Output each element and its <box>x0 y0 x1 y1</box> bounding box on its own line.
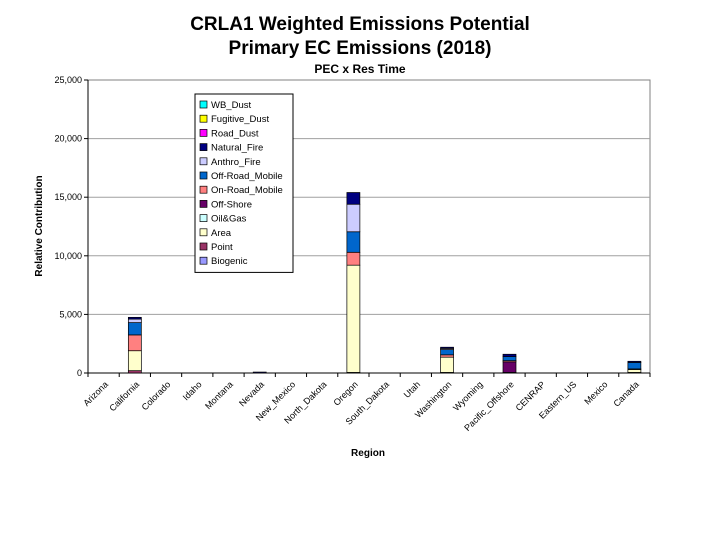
legend-swatch <box>199 171 208 180</box>
bar-segment <box>127 318 142 323</box>
legend-entry: Area <box>211 228 232 239</box>
bar-segment <box>627 369 642 373</box>
y-tick-label: 20,000 <box>54 134 82 144</box>
legend-entry: On-Road_Mobile <box>211 185 283 196</box>
legend-entry: Point <box>211 242 233 253</box>
x-tick-label: Oregon <box>331 379 359 407</box>
legend-swatch <box>199 114 208 123</box>
bar-segment <box>502 353 517 357</box>
bar-segment <box>127 316 142 320</box>
chart-subtitle: Primary EC Emissions (2018) <box>228 38 492 59</box>
chart-title: CRLA1 Weighted Emissions Potential <box>190 14 530 35</box>
legend-swatch <box>199 100 208 109</box>
legend-entry: Fugitive_Dust <box>211 114 269 125</box>
legend-entry: Anthro_Fire <box>211 157 261 168</box>
legend-entry: Off-Road_Mobile <box>211 171 283 182</box>
bar-segment <box>346 231 361 253</box>
bar-segment <box>502 356 517 362</box>
bar-segment <box>440 354 454 358</box>
x-tick-label: Utah <box>402 379 423 400</box>
y-axis-label: Relative Contribution <box>34 175 45 276</box>
x-tick-label: Arizona <box>81 379 110 408</box>
x-tick-label: Canada <box>611 379 640 408</box>
plot-area <box>87 79 651 374</box>
chart-subtitle-secondary: PEC x Res Time <box>314 62 406 76</box>
bar-segment <box>627 362 642 370</box>
bar-segment <box>502 361 517 373</box>
bar-segment <box>127 322 142 336</box>
legend-entry: Road_Dust <box>211 128 259 139</box>
x-tick-label: Idaho <box>181 379 204 402</box>
bar-segment <box>346 192 361 205</box>
bar-segment <box>127 350 142 372</box>
bar-segment <box>346 251 361 266</box>
bar-segment <box>440 346 454 349</box>
x-tick-label: California <box>107 379 141 413</box>
y-tick-label: 5,000 <box>59 309 82 319</box>
y-tick-label: 15,000 <box>54 192 82 202</box>
legend-swatch <box>199 157 208 166</box>
x-tick-label: Colorado <box>140 379 173 412</box>
bar-segment <box>627 360 642 363</box>
legend-entry: WB_Dust <box>211 100 251 111</box>
legend-entry: Off-Shore <box>211 199 252 210</box>
legend-entry: Biogenic <box>211 256 248 267</box>
x-tick-label: Montana <box>203 379 235 411</box>
legend <box>194 93 294 273</box>
bar-segment <box>346 203 361 233</box>
y-tick-label: 0 <box>77 368 82 378</box>
y-tick-label: 25,000 <box>54 75 82 85</box>
x-tick-label: Nevada <box>237 379 266 408</box>
bar-segment <box>127 334 142 352</box>
bar-segment <box>440 356 454 373</box>
legend-swatch <box>199 228 208 237</box>
bar-segment <box>252 371 267 374</box>
legend-swatch <box>199 242 208 251</box>
legend-entry: Natural_Fire <box>211 143 263 154</box>
y-tick-label: 10,000 <box>54 251 82 261</box>
legend-swatch <box>199 185 208 194</box>
bar-segment <box>127 370 142 374</box>
bar-segment <box>440 349 454 356</box>
x-axis-label: Region <box>351 448 385 459</box>
bar-segment <box>346 264 361 373</box>
legend-swatch <box>199 129 208 137</box>
x-tick-label: Mexico <box>582 379 609 406</box>
legend-entry: Oil&Gas <box>211 214 247 225</box>
legend-swatch <box>199 256 208 265</box>
legend-swatch <box>199 214 208 222</box>
legend-swatch <box>199 143 208 151</box>
legend-swatch <box>199 200 208 208</box>
